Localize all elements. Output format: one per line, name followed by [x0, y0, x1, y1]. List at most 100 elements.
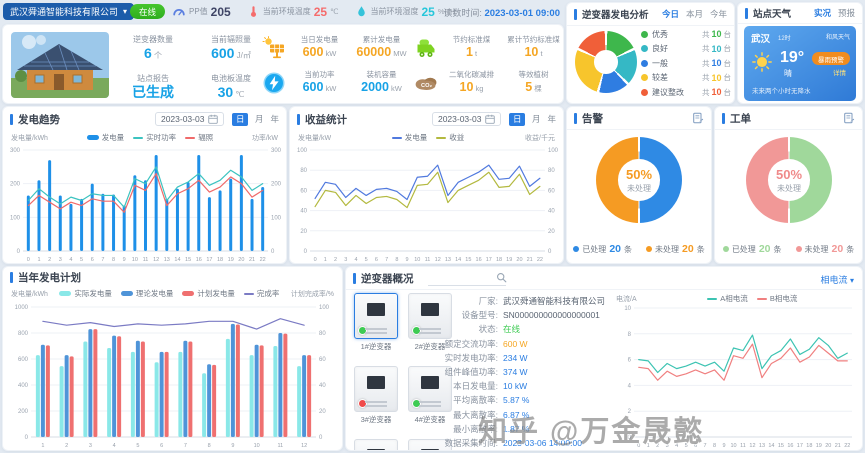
legend-item-发电量[interactable]: 发电量	[86, 132, 124, 143]
device-card-2#逆变器[interactable]: 2#逆变器	[408, 293, 452, 352]
trend-date-picker[interactable]: 2023-03-03	[154, 112, 225, 126]
analysis-legend-item-建议整改[interactable]: 建议整改 共 10 台	[641, 85, 731, 100]
donut-legend-item-未处理[interactable]: 未处理 20 条	[795, 243, 854, 255]
svg-text:11: 11	[425, 257, 431, 263]
legend-count: 10	[711, 72, 722, 83]
legend-item-收益[interactable]: 收益	[436, 132, 464, 143]
revenue-tab-年[interactable]: 年	[547, 114, 556, 124]
metric-unit: ℃	[330, 7, 339, 16]
analysis-tab-本月[interactable]: 本月	[685, 9, 703, 19]
count-prefix: 共	[701, 44, 710, 54]
workorder-donut-chart: 50% 未处理	[746, 137, 832, 223]
svg-text:300: 300	[10, 148, 21, 154]
site-stat-label: 当前辐照量	[211, 35, 251, 44]
analysis-legend-item-优秀[interactable]: 优秀 共 10 台	[641, 27, 731, 42]
revenue-tab-月[interactable]: 月	[531, 114, 541, 124]
legend-item-计划发电量[interactable]: 计划发电量	[182, 288, 235, 299]
svg-text:15: 15	[778, 443, 784, 449]
analysis-tab-今日[interactable]: 今日	[661, 9, 679, 19]
trend-tab-年[interactable]: 年	[270, 114, 279, 124]
online-status-badge: 在线	[130, 4, 166, 19]
company-selector[interactable]: 武汉舜通智能科技有限公司 ▾	[3, 3, 135, 20]
detail-row: 最小离散率: 1.87 %	[376, 422, 605, 436]
title-accent-bar	[574, 112, 577, 124]
weather-alert-badge[interactable]: 暴雨预警	[812, 52, 850, 65]
energy-stat-value: 1 t	[442, 45, 501, 61]
legend-item-完成率[interactable]: 完成率	[243, 288, 279, 299]
weather-tab-预报[interactable]: 预报	[837, 8, 855, 18]
count-suffix: 台	[723, 87, 732, 97]
donut-legend-item-已处理[interactable]: 已处理 20 条	[722, 243, 782, 255]
analysis-legend-item-较差[interactable]: 较差 共 10 台	[641, 71, 731, 86]
device-card-6#逆变器[interactable]: 6#逆变器	[408, 439, 452, 450]
svg-text:40: 40	[319, 383, 326, 389]
plan-legend: 实际发电量 理论发电量 计划发电量 完成率	[48, 288, 291, 299]
svg-text:0: 0	[319, 435, 323, 441]
phase-axis-left-label: 电流/A	[616, 295, 637, 303]
svg-text:8: 8	[713, 443, 716, 449]
donut-hole: 50% 未处理	[618, 159, 660, 201]
legend-item-实际发电量[interactable]: 实际发电量	[59, 288, 112, 299]
device-card-1#逆变器[interactable]: 1#逆变器	[354, 293, 398, 352]
device-status-dot	[412, 326, 421, 335]
revenue-date-picker[interactable]: 2023-03-03	[431, 112, 502, 126]
analysis-legend-item-一般[interactable]: 一般 共 10 台	[641, 56, 731, 71]
analysis-tab-今年[interactable]: 今年	[709, 9, 727, 19]
legend-item-B相电流[interactable]: B相电流	[756, 293, 797, 304]
revenue-legend: 发电量 收益	[331, 132, 525, 143]
trend-tab-日[interactable]: 日	[232, 112, 248, 126]
device-card-3#逆变器[interactable]: 3#逆变器	[354, 366, 398, 425]
revenue-tab-日[interactable]: 日	[509, 112, 525, 126]
legend-item-发电量[interactable]: 发电量	[391, 132, 427, 143]
site-photo	[11, 32, 109, 98]
detail-label: 本日发电量:	[453, 381, 498, 392]
donut-legend-item-未处理[interactable]: 未处理 20 条	[646, 243, 705, 255]
search-icon[interactable]	[496, 272, 507, 283]
title-accent-bar	[10, 113, 13, 125]
svg-text:8: 8	[628, 332, 632, 338]
donut-legend-item-已处理[interactable]: 已处理 20 条	[573, 243, 632, 255]
svg-text:17: 17	[797, 443, 803, 449]
device-card-4#逆变器[interactable]: 4#逆变器	[408, 366, 452, 425]
legend-item-辐照[interactable]: 辐照	[185, 132, 213, 143]
detail-row: 厂家: 武汉舜通智能科技有限公司	[376, 294, 605, 308]
metric-label: 当前环境湿度	[370, 7, 419, 16]
count-prefix: 共	[701, 58, 710, 68]
svg-text:7: 7	[184, 443, 187, 449]
legend-item-理论发电量[interactable]: 理论发电量	[120, 288, 174, 299]
workorder-report-icon[interactable]	[843, 112, 855, 124]
weather-alert-link[interactable]: 详情	[833, 70, 846, 77]
svg-text:600: 600	[18, 357, 29, 363]
legend-item-A相电流[interactable]: A相电流	[707, 293, 748, 304]
watermark: 知乎 @万金晟懿	[478, 416, 705, 448]
unit: t	[538, 49, 543, 58]
device-card-5#逆变器[interactable]: 5#逆变器	[354, 439, 398, 450]
energy-stat-label: 当日发电量	[300, 35, 339, 44]
unit: kg	[473, 84, 484, 93]
alarm-header: 告警	[567, 107, 711, 130]
site-stat-value: 已生成	[115, 84, 191, 100]
trend-tab-月[interactable]: 月	[254, 114, 264, 124]
unit: J/㎡	[234, 51, 251, 60]
legend-label: 理论发电量	[135, 289, 174, 298]
legend-item-实时功率[interactable]: 实时功率	[133, 132, 176, 143]
device-search-input[interactable]	[427, 271, 496, 284]
svg-text:100: 100	[10, 215, 21, 221]
donut-hole	[594, 50, 618, 74]
alarm-report-icon[interactable]	[692, 112, 704, 124]
sun-icon	[751, 51, 773, 73]
device-name: 4#逆变器	[414, 415, 446, 424]
analysis-legend-item-良好[interactable]: 良好 共 10 台	[641, 42, 731, 57]
svg-text:80: 80	[548, 168, 555, 174]
svg-text:20: 20	[825, 443, 831, 449]
device-status-dot	[358, 399, 367, 408]
svg-text:4: 4	[675, 443, 678, 449]
legend-label: 未处理	[804, 244, 829, 254]
unit: t	[472, 49, 478, 58]
svg-text:2: 2	[48, 257, 51, 263]
svg-text:9: 9	[406, 257, 409, 263]
weather-tab-实况[interactable]: 实况	[813, 8, 831, 18]
svg-text:21: 21	[527, 257, 533, 263]
phase-current-selector[interactable]: 相电流 ▾	[820, 273, 854, 286]
device-status-dot	[358, 326, 367, 335]
